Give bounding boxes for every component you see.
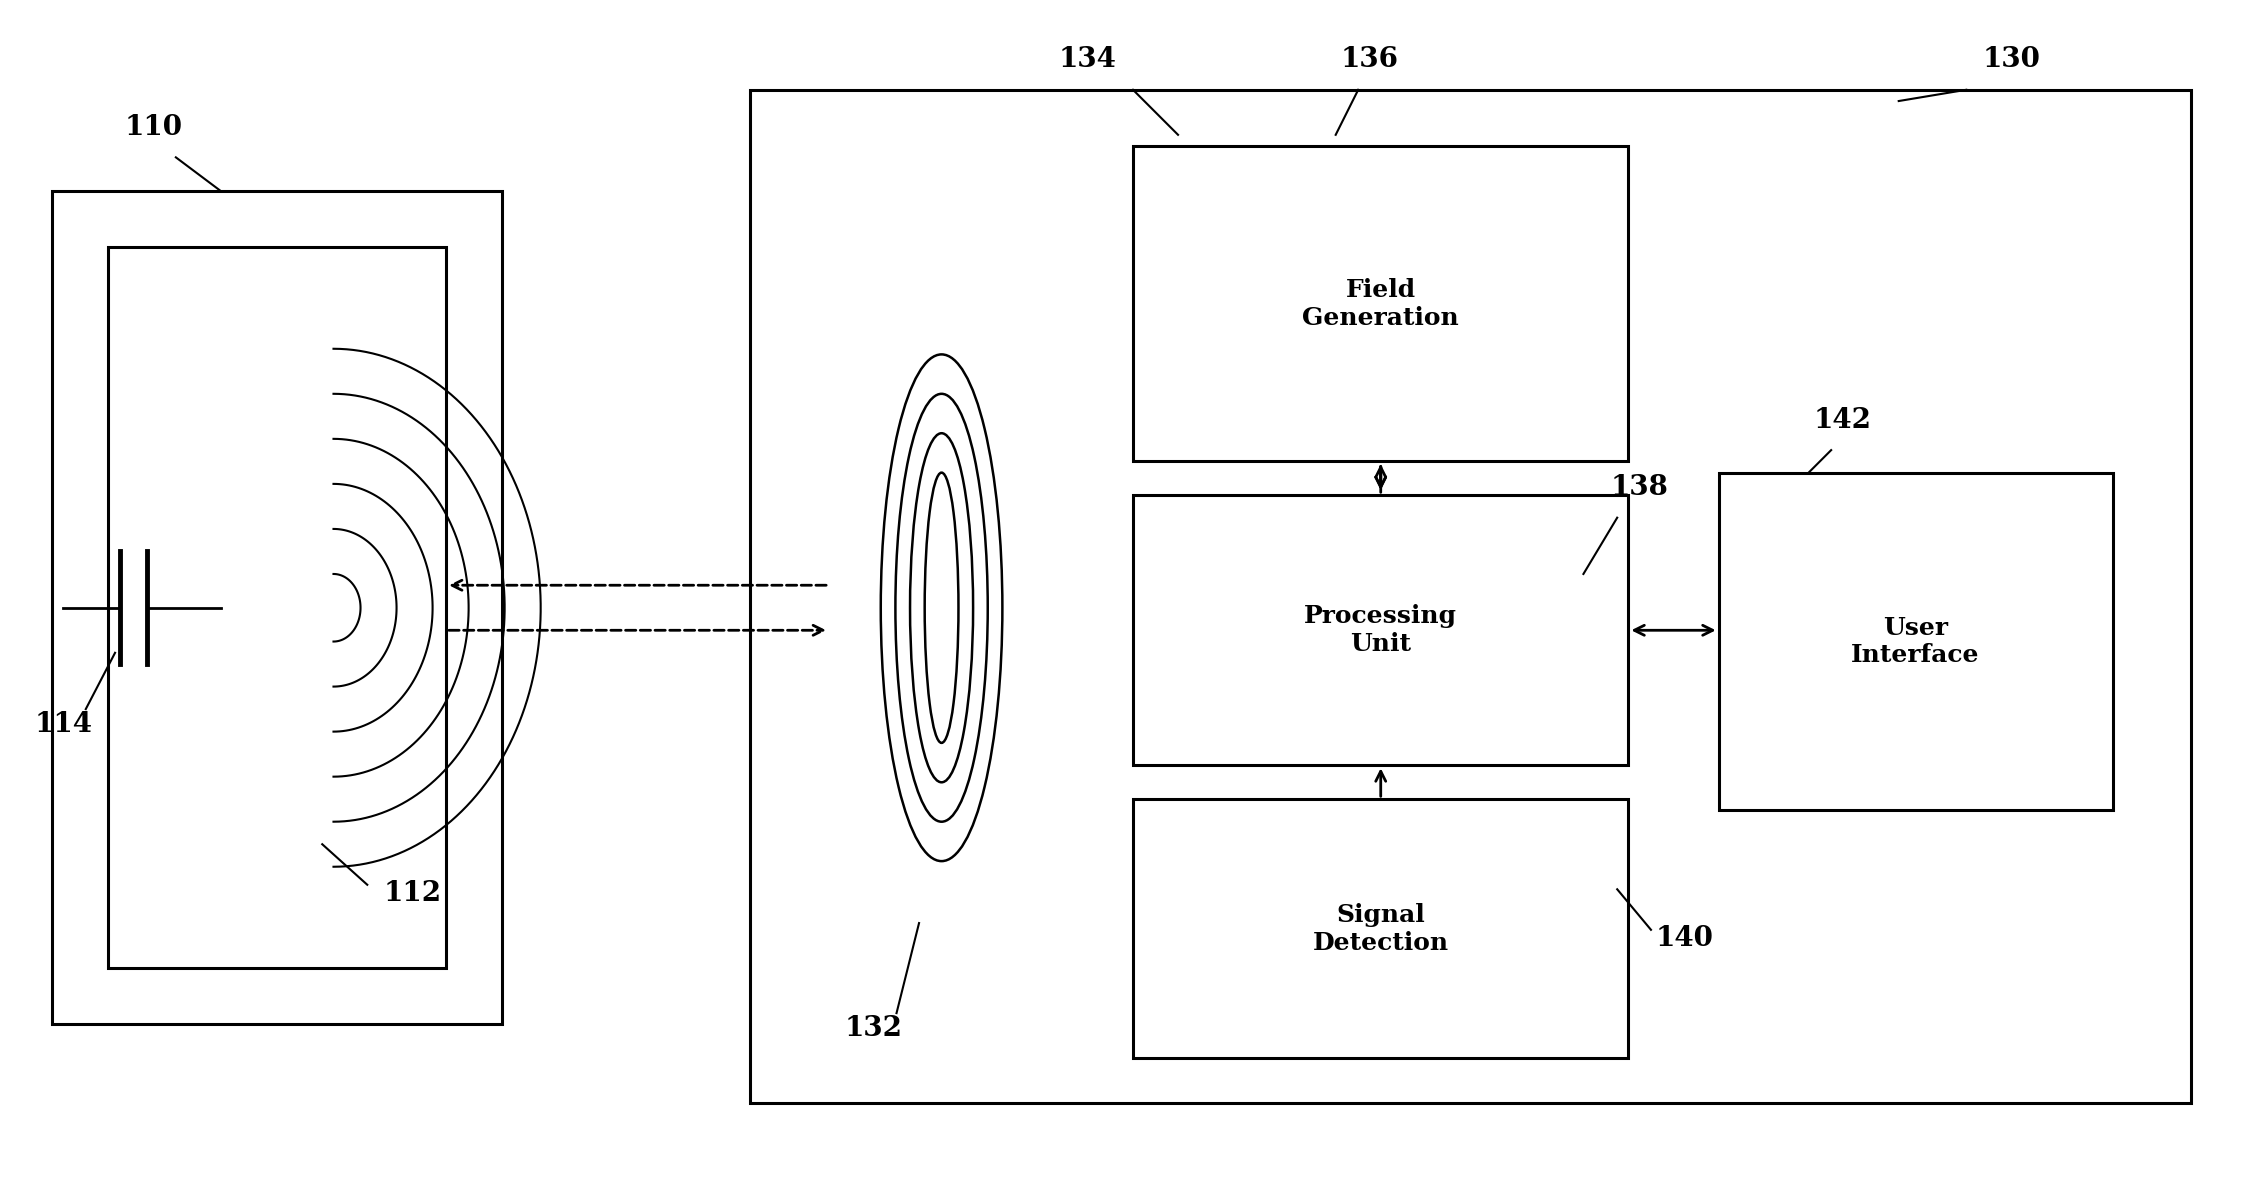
Text: 110: 110	[125, 113, 181, 141]
Text: 138: 138	[1611, 474, 1668, 501]
FancyBboxPatch shape	[52, 191, 503, 1025]
Text: 134: 134	[1058, 47, 1117, 73]
Text: 130: 130	[1983, 47, 2039, 73]
Text: Processing
Unit: Processing Unit	[1305, 605, 1457, 656]
Text: User
Interface: User Interface	[1851, 616, 1980, 667]
Text: 132: 132	[845, 1015, 904, 1041]
Text: 114: 114	[34, 711, 93, 737]
Text: 112: 112	[383, 879, 442, 907]
Text: 142: 142	[1813, 407, 1872, 433]
FancyBboxPatch shape	[1133, 146, 1629, 462]
FancyBboxPatch shape	[1133, 495, 1629, 766]
FancyBboxPatch shape	[109, 247, 446, 968]
Text: Signal
Detection: Signal Detection	[1312, 903, 1448, 954]
Text: Field
Generation: Field Generation	[1303, 278, 1459, 329]
FancyBboxPatch shape	[1133, 799, 1629, 1058]
FancyBboxPatch shape	[1718, 472, 2112, 810]
Text: 140: 140	[1656, 925, 1713, 952]
FancyBboxPatch shape	[750, 89, 2191, 1104]
Text: 136: 136	[1341, 47, 1398, 73]
